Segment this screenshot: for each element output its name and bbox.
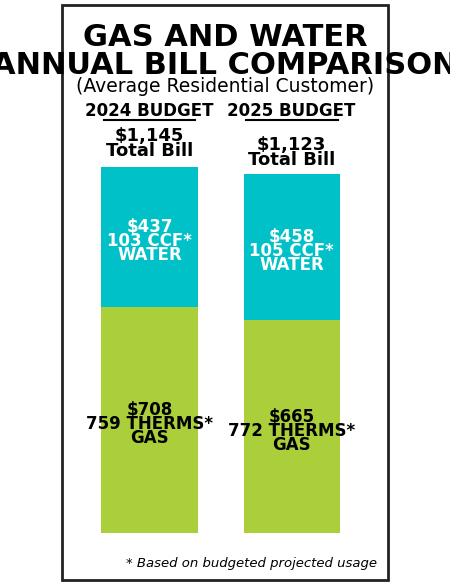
Text: WATER: WATER — [117, 246, 182, 264]
Text: $665: $665 — [269, 408, 315, 426]
Text: $458: $458 — [269, 228, 315, 246]
Text: WATER: WATER — [259, 256, 324, 274]
Text: 103 CCF*: 103 CCF* — [107, 232, 192, 250]
Text: $437: $437 — [126, 218, 173, 236]
Bar — [101, 307, 198, 533]
Text: GAS: GAS — [272, 436, 311, 454]
Text: 772 THERMS*: 772 THERMS* — [228, 422, 355, 440]
Text: * Based on budgeted projected usage: * Based on budgeted projected usage — [126, 556, 377, 570]
Text: Total Bill: Total Bill — [248, 151, 335, 169]
Text: 2025 BUDGET: 2025 BUDGET — [227, 102, 356, 120]
Text: 105 CCF*: 105 CCF* — [249, 242, 334, 260]
Text: 2024 BUDGET: 2024 BUDGET — [85, 102, 214, 120]
Text: 759 THERMS*: 759 THERMS* — [86, 415, 213, 433]
Bar — [243, 174, 340, 321]
Text: GAS: GAS — [130, 429, 169, 447]
Bar — [101, 167, 198, 307]
Text: Total Bill: Total Bill — [106, 142, 193, 160]
Text: $1,145: $1,145 — [115, 127, 184, 145]
Text: GAS AND WATER: GAS AND WATER — [83, 22, 367, 51]
Text: $1,123: $1,123 — [257, 136, 326, 154]
Text: $708: $708 — [126, 401, 173, 419]
Text: (Average Residential Customer): (Average Residential Customer) — [76, 77, 374, 97]
FancyBboxPatch shape — [62, 5, 388, 580]
Bar — [243, 321, 340, 533]
Text: ANNUAL BILL COMPARISON: ANNUAL BILL COMPARISON — [0, 50, 450, 80]
